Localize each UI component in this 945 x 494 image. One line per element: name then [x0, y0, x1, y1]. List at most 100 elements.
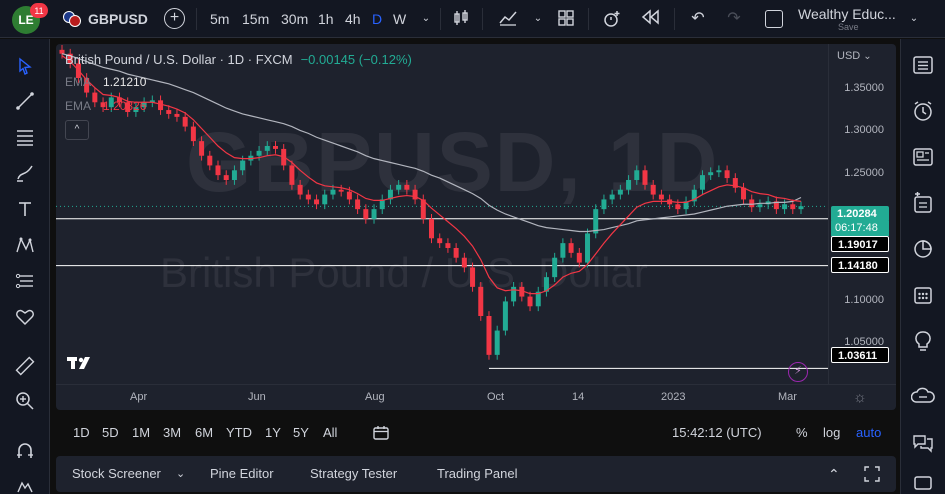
timeframe-4h[interactable]: 4h — [345, 11, 361, 27]
magnet-icon[interactable] — [13, 439, 37, 463]
toolbar-divider — [588, 8, 589, 30]
goto-date-icon[interactable] — [372, 425, 390, 444]
candle-body — [264, 146, 270, 151]
price-chart-canvas[interactable] — [56, 44, 828, 384]
range-1m[interactable]: 1M — [132, 425, 151, 440]
ruler-icon[interactable] — [13, 354, 37, 378]
percent-scale-toggle[interactable]: % — [796, 425, 808, 440]
timeframe-15m[interactable]: 15m — [242, 11, 270, 27]
price-axis[interactable]: USD ⌄ 1.35000 1.30000 1.25000 1.10000 1.… — [828, 44, 896, 384]
candle-body — [634, 170, 640, 180]
auto-scale-toggle[interactable]: auto — [856, 425, 882, 440]
chart-pane[interactable]: GBPUSD, 1D British Pound / U.S. Dollar B… — [56, 44, 896, 410]
ema-label: EMA — [65, 99, 92, 113]
fib-retracement-icon[interactable] — [13, 125, 37, 149]
text-tool-icon[interactable] — [13, 197, 37, 221]
tab-trading-panel[interactable]: Trading Panel — [437, 466, 518, 481]
tab-stock-screener[interactable]: Stock Screener — [72, 466, 161, 481]
chats-icon[interactable] — [911, 431, 935, 455]
timeframe-30m[interactable]: 30m — [281, 11, 309, 27]
zoom-in-icon[interactable] — [13, 389, 37, 413]
candle-body — [609, 194, 615, 200]
replay-icon[interactable] — [641, 9, 661, 29]
timeframe-1h[interactable]: 1h — [318, 11, 334, 27]
candle-body — [511, 286, 517, 302]
screener-dropdown-icon[interactable]: ⌄ — [176, 468, 186, 480]
candle-body — [683, 201, 689, 210]
range-6m[interactable]: 6M — [195, 425, 214, 440]
timeframe-d[interactable]: D — [372, 11, 383, 27]
redo-icon[interactable]: ↷ — [727, 10, 741, 27]
indicators-icon[interactable] — [498, 9, 518, 29]
brush-icon[interactable] — [13, 161, 37, 185]
range-1d[interactable]: 1D — [73, 425, 90, 440]
log-scale-toggle[interactable]: log — [823, 425, 841, 440]
candle-body — [741, 187, 747, 200]
tab-strategy-tester[interactable]: Strategy Tester — [310, 466, 398, 481]
utc-clock[interactable]: 15:42:12 (UTC) — [672, 425, 762, 440]
candle-body — [231, 170, 237, 180]
range-5d[interactable]: 5D — [102, 425, 119, 440]
alert-add-button[interactable]: ⚡ — [788, 362, 808, 382]
alert-clock-icon[interactable] — [602, 9, 622, 29]
streams-icon[interactable] — [911, 385, 935, 409]
candle-body — [478, 286, 484, 316]
undo-icon[interactable]: ↶ — [691, 10, 705, 27]
candle-body — [601, 199, 607, 210]
ema-legend-slow[interactable]: EMA 1.21210 — [65, 75, 146, 89]
hotlist-icon[interactable] — [911, 237, 935, 261]
candle-body — [494, 330, 500, 355]
prediction-tool-icon[interactable] — [13, 269, 37, 293]
expand-panel-chevron-up-icon[interactable]: ⌃ — [828, 466, 840, 482]
layout-name[interactable]: Wealthy Educ... — [798, 6, 896, 22]
symbol-search-button[interactable]: GBPUSD — [88, 11, 148, 27]
range-all[interactable]: All — [323, 425, 338, 440]
help-icon[interactable] — [911, 471, 935, 494]
calendar-icon[interactable] — [911, 283, 935, 307]
candle-body — [519, 286, 525, 297]
timeframe-5m[interactable]: 5m — [210, 11, 230, 27]
range-3m[interactable]: 3M — [163, 425, 182, 440]
candle-body — [543, 277, 549, 292]
price-tick: 1.05000 — [844, 336, 884, 348]
range-5y[interactable]: 5Y — [293, 425, 309, 440]
legend-collapse-button[interactable]: ^ — [65, 120, 89, 140]
pattern-tool-icon[interactable] — [13, 233, 37, 257]
indicators-dropdown-icon[interactable]: ⌄ — [533, 13, 543, 24]
price-axis-currency[interactable]: USD ⌄ — [837, 50, 872, 62]
add-note-icon[interactable] — [911, 191, 935, 215]
candle-body — [256, 150, 262, 156]
heart-icon[interactable] — [13, 305, 37, 329]
watchlist-icon[interactable] — [911, 53, 935, 77]
ideas-lightbulb-icon[interactable] — [911, 329, 935, 353]
layout-dropdown-icon[interactable]: ⌄ — [909, 13, 919, 24]
chart-settings-gear-icon[interactable]: ☼ — [853, 389, 867, 406]
news-icon[interactable] — [911, 145, 935, 169]
time-axis[interactable]: Apr Jun Aug Oct 14 2023 Mar ☼ — [56, 384, 896, 410]
timeframe-dropdown-icon[interactable]: ⌄ — [421, 13, 431, 24]
candle-body — [396, 184, 402, 190]
range-1y[interactable]: 1Y — [265, 425, 281, 440]
candle-body — [240, 160, 246, 171]
tab-pine-editor[interactable]: Pine Editor — [210, 466, 274, 481]
current-price-tag: 1.20284 — [831, 206, 889, 222]
cursor-icon[interactable] — [13, 54, 37, 78]
fullscreen-frame-icon[interactable] — [765, 10, 783, 28]
trend-line-icon[interactable] — [13, 89, 37, 113]
timeframe-w[interactable]: W — [393, 11, 407, 27]
range-ytd[interactable]: YTD — [226, 425, 252, 440]
lock-drawings-icon[interactable] — [13, 475, 37, 494]
maximize-panel-icon[interactable] — [864, 466, 880, 485]
compare-symbol-button[interactable]: + — [164, 8, 185, 29]
layout-grid-icon[interactable] — [556, 9, 576, 29]
candle-type-icon[interactable] — [451, 9, 471, 29]
currency-label: USD — [837, 50, 861, 62]
ema-legend-fast[interactable]: EMA 1.20826 — [65, 99, 146, 113]
tradingview-logo-icon[interactable] — [66, 355, 98, 371]
candle-body — [437, 238, 443, 244]
alerts-clock-icon[interactable] — [911, 99, 935, 123]
candle-body — [716, 170, 722, 173]
toolbar-divider — [196, 8, 197, 30]
candle-body — [708, 172, 714, 176]
candle-body — [691, 189, 697, 202]
